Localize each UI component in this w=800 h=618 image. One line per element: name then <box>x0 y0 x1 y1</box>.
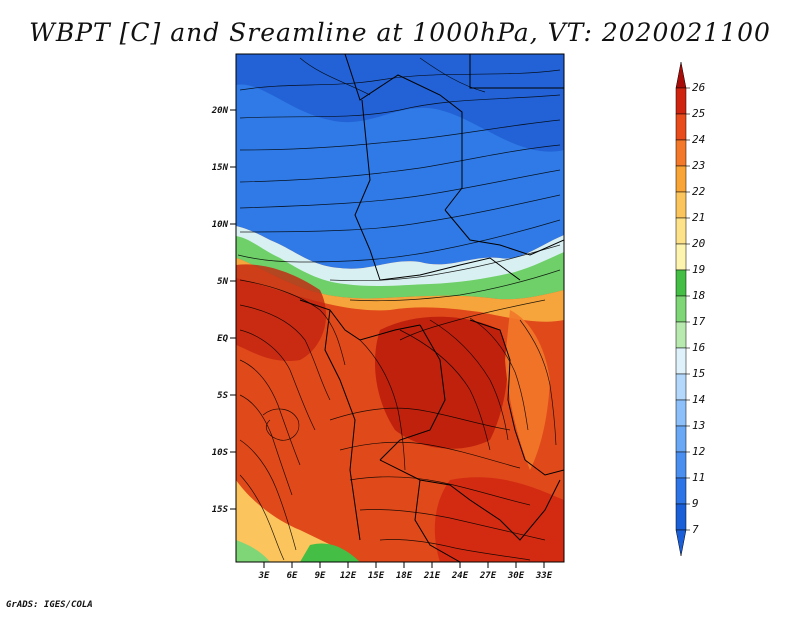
colorbar-label: 22 <box>692 185 706 198</box>
colorbar-label: 11 <box>692 471 705 484</box>
lat-tick-label: 15N <box>212 163 229 173</box>
lon-tick-label: 6E <box>287 571 298 581</box>
lat-axis: 20N 15N 10N 5N EQ 5S 10S 15S <box>211 106 236 515</box>
colorbar-label: 20 <box>692 237 706 250</box>
lat-tick-label: 5S <box>217 391 228 401</box>
lat-tick-label: 20N <box>211 106 229 116</box>
lat-tick-label: 15S <box>212 505 229 515</box>
colorbar-segment <box>675 295 687 323</box>
colorbar-segment <box>675 503 687 531</box>
colorbar-top-extension <box>675 61 687 89</box>
colorbar-bottom-extension <box>675 529 687 557</box>
colorbar-segment <box>675 191 687 219</box>
streamlines <box>237 57 561 561</box>
colorbar-label: 24 <box>692 133 705 146</box>
colorbar-segment <box>675 165 687 193</box>
colorbar-label: 18 <box>692 289 706 302</box>
colorbar-segment <box>675 399 687 427</box>
lat-tick-label: EQ <box>217 334 228 344</box>
colorbar-label: 9 <box>692 497 699 510</box>
wbpt-field <box>236 54 564 562</box>
colorbar-segment <box>675 113 687 141</box>
colorbar-segment <box>675 269 687 297</box>
footer-credit: GrADS: IGES/COLA <box>6 600 93 610</box>
lon-tick-label: 3E <box>258 571 270 581</box>
country-borders <box>299 54 564 562</box>
lon-axis: 3E 6E 9E 12E 15E 18E 21E 24E 27E 30E 33E <box>258 562 553 581</box>
colorbar-label: 26 <box>692 81 706 94</box>
colorbar-segment <box>675 139 687 167</box>
colorbar-segment <box>675 451 687 479</box>
lon-tick-label: 24E <box>451 571 469 581</box>
colorbar: 26 25 24 23 22 21 20 19 18 17 16 15 14 13 12 11 9 7 <box>675 61 706 557</box>
colorbar-label: 21 <box>692 211 705 224</box>
colorbar-label: 23 <box>692 159 705 172</box>
plot-frame <box>235 53 565 563</box>
chart-title: WBPT [C] and Sreamline at 1000hPa, VT: 2… <box>29 18 771 47</box>
lon-tick-label: 9E <box>315 571 326 581</box>
lon-tick-label: 15E <box>368 571 385 581</box>
lon-tick-label: 21E <box>423 571 441 581</box>
colorbar-label: 16 <box>692 341 706 354</box>
colorbar-segment <box>675 243 687 271</box>
colorbar-label: 15 <box>692 367 705 380</box>
colorbar-segment <box>675 425 687 453</box>
colorbar-segment <box>675 373 687 401</box>
colorbar-segment <box>675 87 687 115</box>
colorbar-label: 17 <box>692 315 706 328</box>
lon-tick-label: 18E <box>396 571 413 581</box>
colorbar-segment <box>675 477 687 505</box>
colorbar-label: 12 <box>692 445 706 458</box>
colorbar-segment <box>675 217 687 245</box>
colorbar-label: 25 <box>692 107 705 120</box>
colorbar-label: 7 <box>692 523 699 536</box>
colorbar-segment <box>675 321 687 349</box>
lon-tick-label: 27E <box>479 571 497 581</box>
colorbar-label: 14 <box>692 393 705 406</box>
colorbar-label: 19 <box>692 263 705 276</box>
lon-tick-label: 12E <box>340 571 357 581</box>
lat-tick-label: 10N <box>212 220 229 230</box>
colorbar-label: 13 <box>692 419 705 432</box>
lat-tick-label: 10S <box>212 448 229 458</box>
lon-tick-label: 33E <box>535 571 553 581</box>
lat-tick-label: 5N <box>217 277 228 287</box>
lon-tick-label: 30E <box>507 571 525 581</box>
colorbar-segment <box>675 347 687 375</box>
